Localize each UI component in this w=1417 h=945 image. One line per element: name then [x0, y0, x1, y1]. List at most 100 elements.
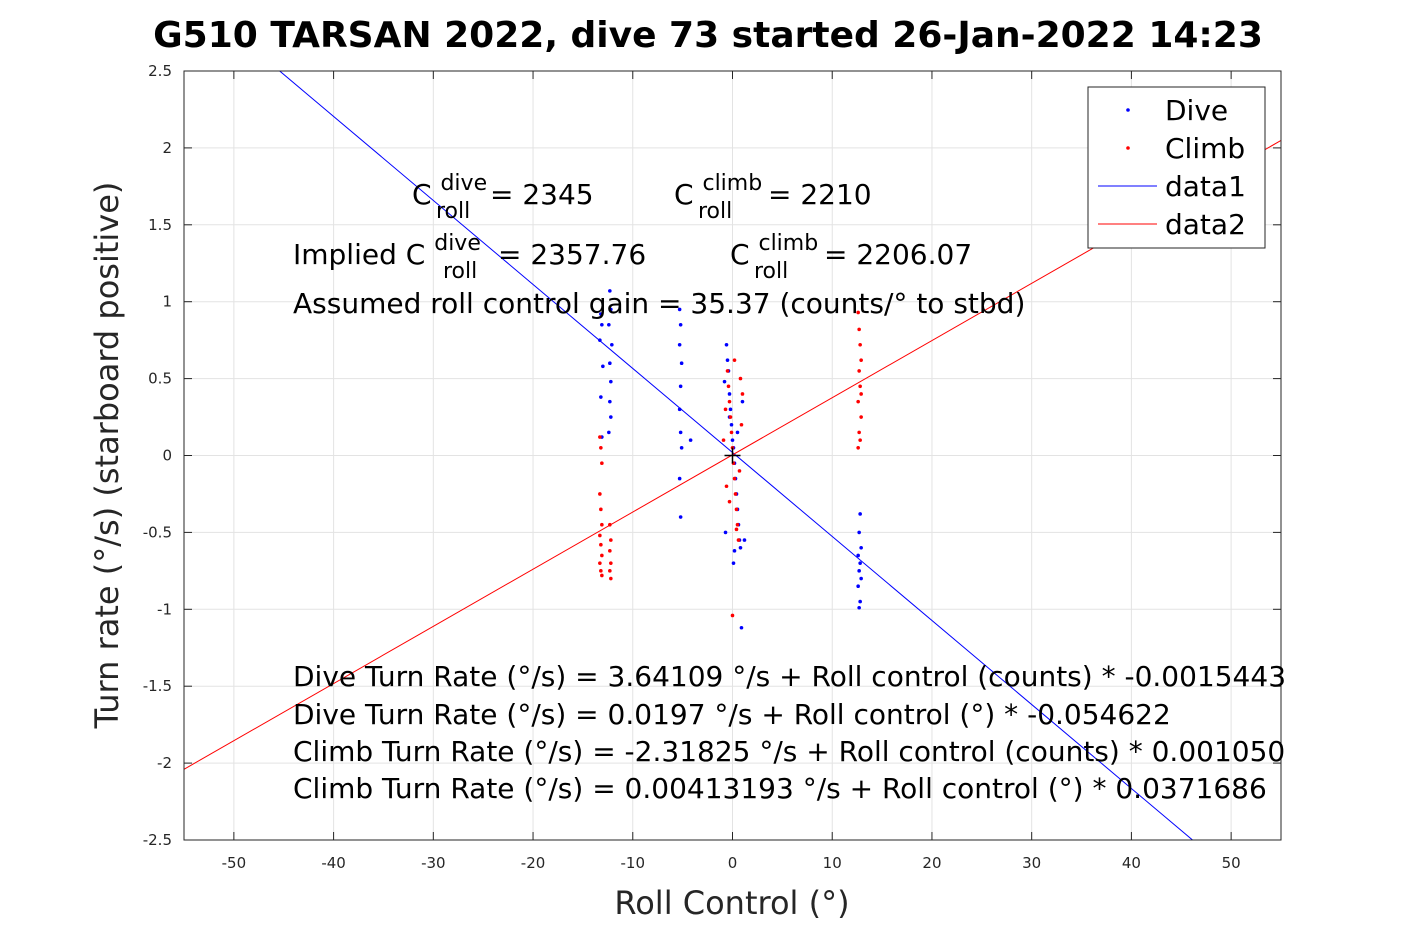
x-tick-label: 0 [728, 854, 738, 872]
point-climb [738, 376, 743, 381]
cclimb-sup: climb [702, 171, 762, 196]
implied-prefix: Implied C [293, 238, 425, 271]
point-dive [677, 307, 682, 312]
point-climb [739, 422, 744, 427]
point-dive [609, 379, 613, 384]
point-climb [599, 507, 603, 512]
point-dive [725, 358, 730, 362]
point-dive [857, 530, 861, 535]
point-dive [600, 322, 604, 327]
cdive-value: = 2345 [490, 178, 594, 211]
legend-label-data2: data2 [1165, 208, 1246, 241]
point-climb [600, 553, 604, 558]
point-climb [600, 573, 604, 578]
point-climb [727, 499, 732, 504]
point-climb [858, 438, 862, 442]
x-tick-label: 40 [1122, 854, 1141, 872]
cdive-sup: dive [440, 171, 487, 196]
point-dive [738, 545, 743, 550]
implied-dive-value: = 2357.76 [498, 238, 646, 271]
annotation-coefficients: C dive roll = 2345 C climb roll = 2210 I… [293, 164, 1025, 320]
point-climb [725, 369, 730, 373]
point-climb [599, 569, 603, 573]
point-dive [858, 599, 862, 604]
legend-marker-dive [1126, 108, 1130, 112]
point-climb [856, 310, 860, 315]
point-dive [859, 576, 863, 581]
equation-climb-degrees: Climb Turn Rate (°/s) = 0.00413193 °/s +… [293, 772, 1267, 805]
point-dive [856, 553, 860, 558]
point-climb [732, 476, 737, 481]
point-dive [677, 342, 682, 347]
point-climb [598, 492, 602, 496]
point-dive [608, 399, 612, 404]
point-dive [678, 430, 683, 435]
axis-ticks: -50 -40 -30 -20 -10 0 10 20 30 40 50-2.5-2-1.5-1-0… [143, 62, 1281, 872]
point-climb [600, 522, 604, 527]
point-climb [737, 469, 742, 473]
point-dive [601, 364, 605, 369]
point-climb [724, 484, 729, 489]
point-dive [723, 530, 728, 535]
point-dive [724, 342, 729, 347]
point-dive [688, 438, 693, 442]
point-dive [742, 538, 747, 542]
y-tick-label: -1.5 [143, 677, 172, 695]
point-climb [730, 613, 735, 618]
equation-dive-degrees: Dive Turn Rate (°/s) = 0.0197 °/s + Roll… [293, 698, 1171, 731]
point-climb [608, 522, 612, 527]
point-dive [599, 395, 603, 399]
legend-label-dive: Dive [1165, 94, 1228, 127]
y-axis-label: Turn rate (°/s) (starboard positive) [88, 182, 126, 730]
implied-dive-sub: roll [443, 259, 477, 284]
x-tick-label: -10 [621, 854, 646, 872]
implied-dive-annotation: Implied C dive roll = 2357.76 [293, 224, 646, 285]
cclimb-prefix: C [674, 178, 694, 211]
point-climb [609, 561, 613, 565]
point-dive [857, 605, 861, 610]
implied-climb-sup: climb [758, 231, 818, 256]
y-tick-label: -0.5 [143, 523, 172, 541]
point-dive [607, 430, 611, 435]
implied-climb-annotation: C climb roll = 2206.07 [730, 224, 972, 285]
point-climb [598, 533, 602, 538]
point-climb [858, 342, 862, 347]
point-dive [677, 407, 682, 412]
y-tick-label: -1 [157, 600, 172, 618]
point-climb [857, 430, 861, 435]
point-dive [722, 379, 727, 384]
point-climb [600, 461, 604, 465]
cclimb-value: = 2210 [768, 178, 872, 211]
implied-dive-sup: dive [434, 231, 481, 256]
data-points [598, 289, 863, 630]
point-dive [678, 384, 683, 389]
point-climb [727, 399, 732, 404]
x-tick-label: 30 [1022, 854, 1041, 872]
point-dive [857, 569, 861, 573]
point-climb [733, 492, 738, 496]
point-dive [729, 422, 734, 427]
point-dive [859, 545, 863, 550]
point-climb [732, 358, 737, 362]
legend-marker-climb [1126, 146, 1130, 150]
implied-climb-sub: roll [754, 259, 788, 284]
point-climb [608, 549, 612, 553]
point-dive [607, 322, 611, 327]
x-tick-label: -20 [521, 854, 546, 872]
point-dive [740, 399, 745, 404]
point-climb [734, 507, 739, 512]
y-tick-label: 0 [162, 447, 172, 465]
point-dive [678, 322, 683, 327]
implied-climb-prefix: C [730, 238, 750, 271]
y-tick-label: 0.5 [148, 370, 172, 388]
equation-dive-counts: Dive Turn Rate (°/s) = 3.64109 °/s + Rol… [293, 660, 1286, 693]
gain-annotation: Assumed roll control gain = 35.37 (count… [293, 287, 1025, 320]
cclimb-annotation: C climb roll = 2210 [674, 164, 872, 225]
point-dive [731, 561, 736, 565]
point-climb [723, 407, 728, 412]
cclimb-sub: roll [698, 199, 732, 224]
point-climb [859, 415, 863, 419]
chart-title: G510 TARSAN 2022, dive 73 started 26-Jan… [153, 15, 1263, 56]
implied-climb-value: = 2206.07 [824, 238, 972, 271]
